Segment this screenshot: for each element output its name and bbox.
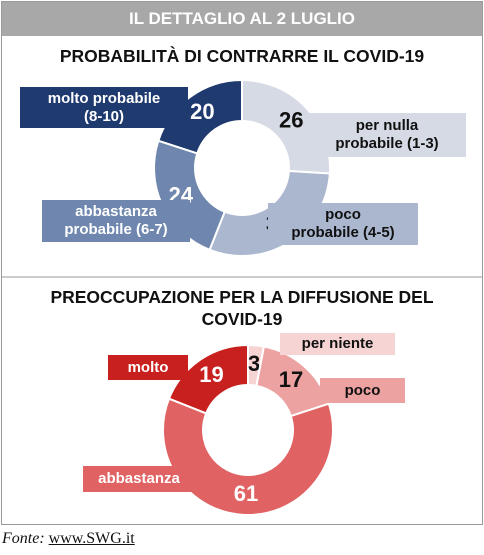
data-label: 3 (248, 351, 260, 376)
category-label: per nulla probabile (1-3) (308, 113, 466, 157)
data-label: 20 (190, 99, 214, 124)
category-label: abbastanza probabile (6-7) (42, 200, 190, 242)
category-label: poco probabile (4-5) (268, 203, 418, 245)
category-label: per niente (280, 333, 395, 355)
data-label: 61 (234, 481, 258, 506)
chart-title: PROBABILITÀ DI CONTRARRE IL COVID-19 (59, 46, 425, 66)
category-label: molto (108, 355, 188, 380)
data-label: 19 (199, 362, 223, 387)
data-label: 17 (279, 367, 303, 392)
data-label: 26 (279, 108, 303, 133)
source-label: Fonte: (2, 530, 45, 547)
donut-segment (162, 397, 334, 516)
separator (2, 276, 482, 278)
chart-title: PREOCCUPAZIONE PER LA DIFFUSIONE DEL COV… (50, 287, 434, 329)
source: Fonte: www.SWG.it (2, 530, 135, 548)
header-title: IL DETTAGLIO AL 2 LUGLIO (2, 2, 482, 36)
donut-segment (241, 78, 331, 175)
category-label: abbastanza (83, 466, 195, 492)
frame (1, 1, 483, 525)
category-label: poco (320, 378, 405, 403)
source-link[interactable]: www.SWG.it (48, 530, 135, 547)
category-label: molto probabile (8-10) (20, 87, 188, 128)
